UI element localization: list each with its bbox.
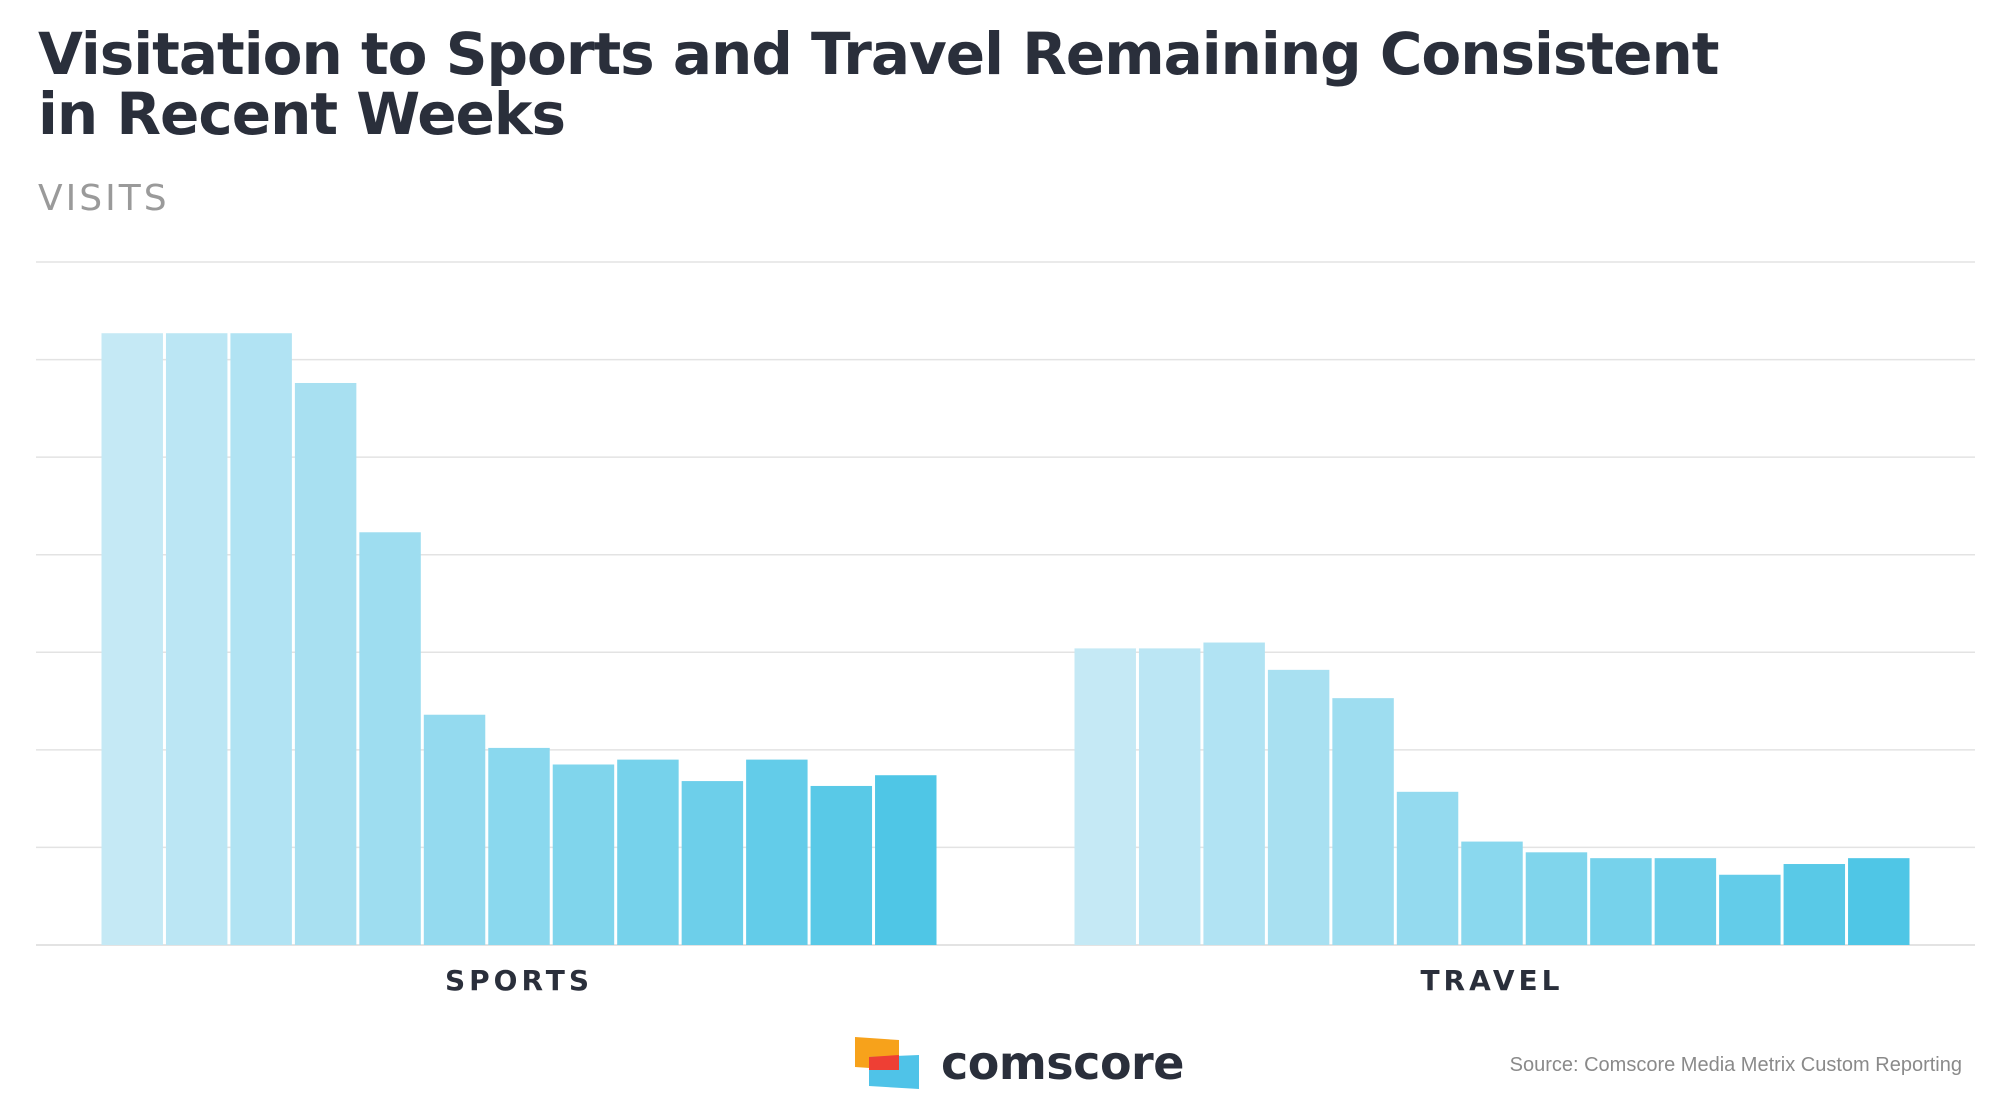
comscore-wordmark: comscore — [941, 1036, 1184, 1090]
travel-bar-7 — [1461, 841, 1523, 945]
travel-bar-8 — [1525, 852, 1588, 945]
bars — [101, 333, 1910, 945]
travel-bar-6 — [1396, 791, 1459, 945]
sports-bar-12 — [810, 785, 873, 945]
category-label-sports: SPORTS — [445, 964, 593, 997]
travel-bar-12 — [1783, 864, 1846, 945]
sports-bar-6 — [423, 714, 486, 945]
sports-bar-5 — [359, 532, 421, 945]
travel-bar-11 — [1719, 874, 1781, 945]
sports-bar-7 — [488, 747, 550, 945]
travel-bar-10 — [1654, 858, 1717, 945]
travel-bar-13 — [1848, 858, 1910, 945]
category-labels: SPORTS TRAVEL — [445, 964, 1563, 997]
sports-bar-4 — [294, 382, 357, 945]
sports-bar-10 — [681, 781, 744, 945]
travel-bar-3 — [1203, 642, 1265, 945]
travel-bar-2 — [1138, 648, 1201, 945]
travel-bar-5 — [1332, 698, 1394, 945]
travel-bar-9 — [1590, 858, 1652, 945]
comscore-logo: comscore — [855, 1036, 1184, 1090]
chart-title: Visitation to Sports and Travel Remainin… — [38, 20, 1720, 148]
sports-bar-9 — [617, 759, 679, 945]
sports-bar-8 — [552, 764, 615, 945]
sports-bar-2 — [165, 333, 228, 945]
sports-bar-13 — [875, 775, 937, 945]
source-note: Source: Comscore Media Metrix Custom Rep… — [1509, 1054, 1962, 1076]
sports-bar-11 — [746, 759, 808, 945]
category-label-travel: TRAVEL — [1420, 964, 1563, 997]
chart-title-line-2: in Recent Weeks — [38, 80, 566, 148]
sports-bar-1 — [101, 333, 163, 945]
gridlines — [36, 261, 1975, 946]
travel-bar-4 — [1267, 669, 1330, 945]
travel-bar-1 — [1074, 648, 1136, 945]
chart-subtitle: VISITS — [38, 178, 170, 219]
sports-bar-3 — [230, 333, 292, 945]
comscore-logo-icon — [855, 1037, 919, 1089]
chart-title-line-1: Visitation to Sports and Travel Remainin… — [38, 20, 1720, 88]
